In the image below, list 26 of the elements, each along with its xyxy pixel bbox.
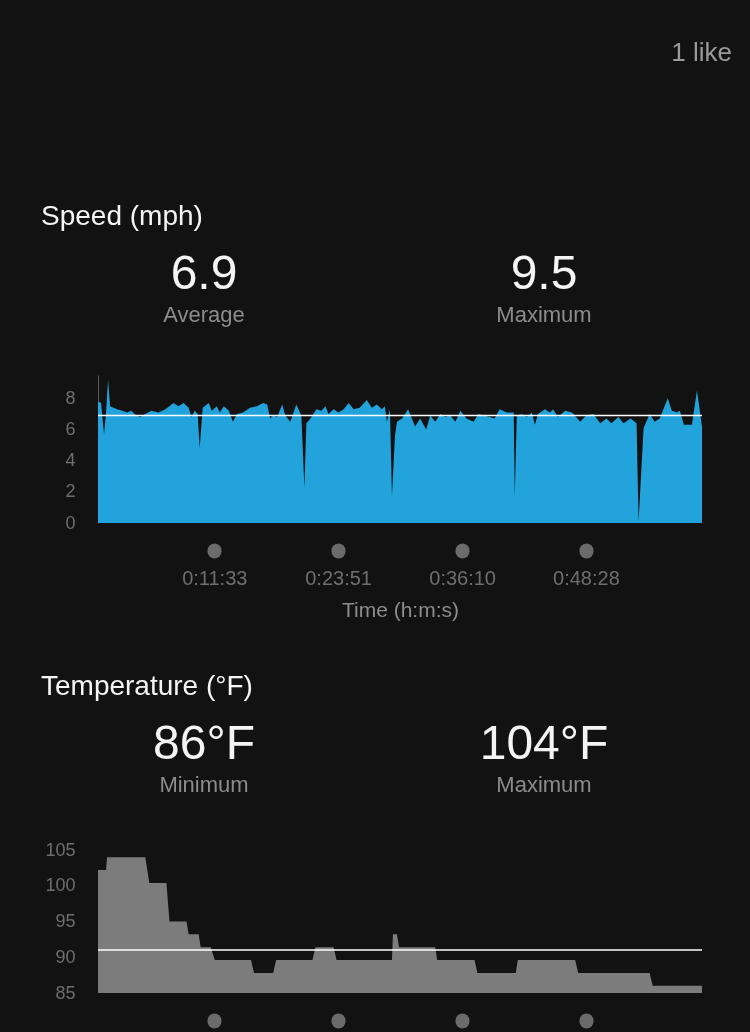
x-tick-label: 0:48:28: [553, 566, 620, 589]
text: Average: [163, 302, 245, 327]
x-tick-label: 0:11:33: [182, 566, 248, 589]
y-tick-label: 2: [65, 481, 76, 502]
text: Minimum: [159, 772, 249, 797]
y-tick-label: 100: [45, 875, 76, 896]
y-tick-label: 105: [45, 839, 76, 860]
y-tick-label: 6: [65, 419, 76, 440]
text: 104°F: [479, 716, 609, 769]
x-tick-label: 0:23:51: [305, 566, 372, 589]
y-tick-label: 0: [65, 512, 76, 533]
chart-title: Temperature (°F): [41, 670, 253, 701]
text: 9.5: [510, 246, 578, 299]
y-tick-label: 95: [55, 911, 76, 931]
text: 86°F: [153, 716, 255, 769]
text: 6.9: [170, 246, 238, 299]
text: 1 like: [671, 37, 732, 67]
x-tick-label: 0:36:10: [429, 566, 496, 589]
y-tick-label: 85: [55, 982, 76, 1003]
x-axis-title: Time (h:m:s): [341, 597, 460, 621]
chart-title: Speed (mph): [41, 200, 203, 231]
text: Maximum: [496, 772, 592, 797]
y-tick-label: 4: [65, 450, 76, 471]
y-tick-label: 8: [65, 387, 76, 408]
text: Maximum: [496, 302, 592, 327]
y-tick-label: 90: [55, 946, 76, 967]
